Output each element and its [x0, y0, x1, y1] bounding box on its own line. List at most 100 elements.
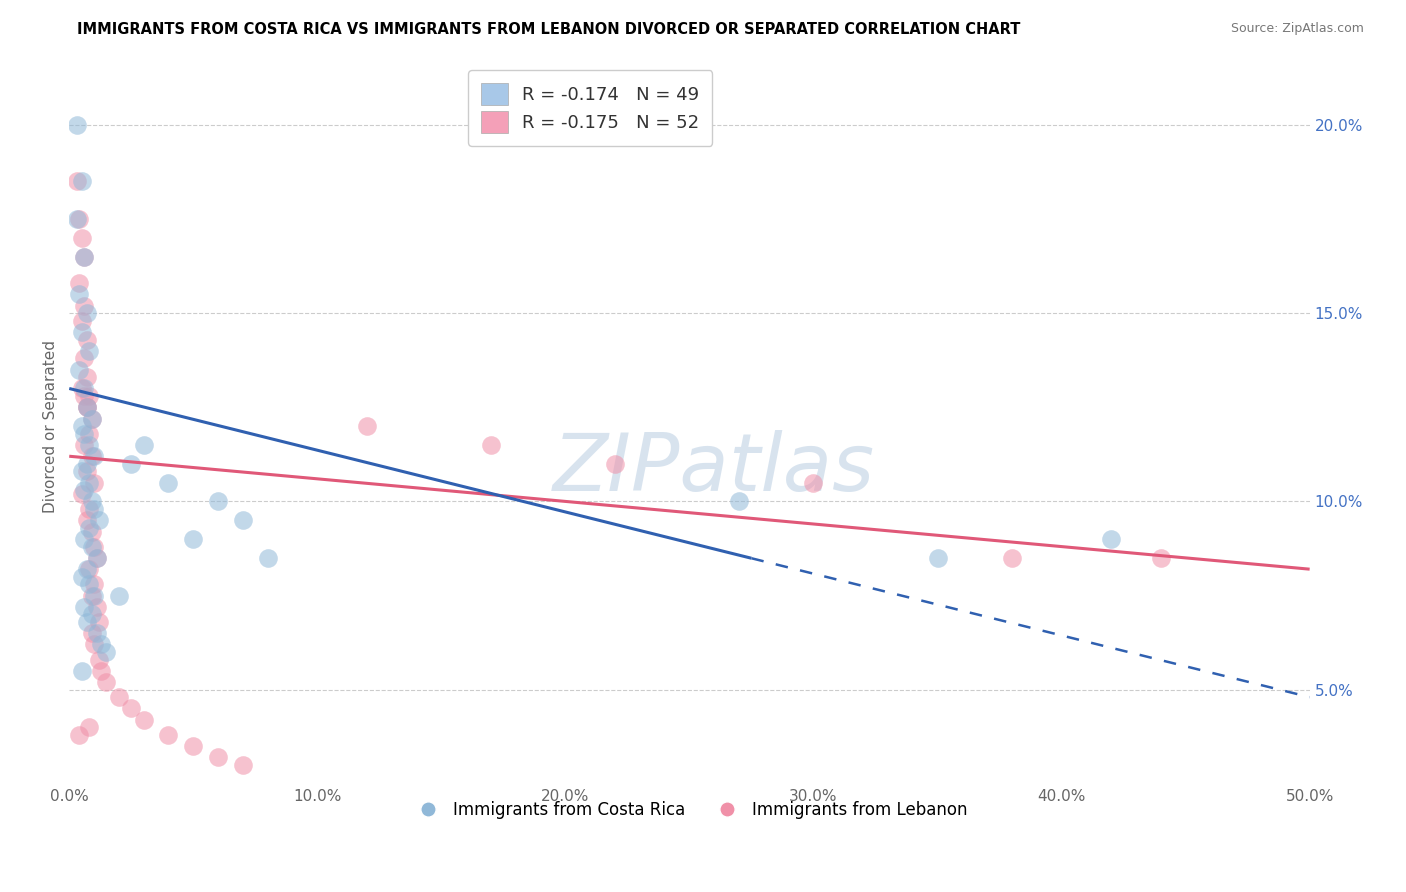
- Point: [80, 524, 103, 539]
- Point: [77, 521, 100, 535]
- Point: [87, 652, 110, 666]
- Point: [132, 438, 155, 452]
- Point: [927, 550, 949, 565]
- Point: [90, 664, 112, 678]
- Point: [73, 532, 96, 546]
- Point: [70, 464, 93, 478]
- Point: [86, 550, 108, 565]
- Point: [76, 370, 98, 384]
- Point: [80, 626, 103, 640]
- Point: [157, 475, 180, 490]
- Point: [77, 438, 100, 452]
- Point: [73, 250, 96, 264]
- Point: [66, 118, 89, 132]
- Point: [80, 449, 103, 463]
- Point: [108, 690, 131, 705]
- Point: [603, 457, 626, 471]
- Point: [73, 389, 96, 403]
- Point: [73, 483, 96, 497]
- Point: [86, 599, 108, 614]
- Point: [181, 739, 204, 753]
- Point: [479, 438, 502, 452]
- Point: [67, 276, 90, 290]
- Text: Source: ZipAtlas.com: Source: ZipAtlas.com: [1230, 22, 1364, 36]
- Point: [73, 299, 96, 313]
- Point: [181, 532, 204, 546]
- Point: [76, 401, 98, 415]
- Point: [207, 494, 229, 508]
- Point: [76, 562, 98, 576]
- Point: [66, 212, 89, 227]
- Point: [356, 419, 378, 434]
- Point: [73, 599, 96, 614]
- Point: [232, 758, 254, 772]
- Point: [77, 475, 100, 490]
- Point: [90, 637, 112, 651]
- Point: [70, 382, 93, 396]
- Point: [803, 475, 825, 490]
- Point: [83, 637, 105, 651]
- Point: [728, 494, 751, 508]
- Point: [77, 502, 100, 516]
- Point: [207, 750, 229, 764]
- Point: [70, 174, 93, 188]
- Point: [76, 615, 98, 629]
- Text: IMMIGRANTS FROM COSTA RICA VS IMMIGRANTS FROM LEBANON DIVORCED OR SEPARATED CORR: IMMIGRANTS FROM COSTA RICA VS IMMIGRANTS…: [77, 22, 1021, 37]
- Point: [66, 174, 89, 188]
- Point: [1150, 550, 1173, 565]
- Point: [73, 382, 96, 396]
- Point: [83, 540, 105, 554]
- Point: [83, 502, 105, 516]
- Point: [77, 577, 100, 591]
- Point: [132, 713, 155, 727]
- Point: [76, 401, 98, 415]
- Point: [80, 607, 103, 622]
- Point: [96, 675, 118, 690]
- Point: [86, 550, 108, 565]
- Point: [67, 362, 90, 376]
- Point: [67, 212, 90, 227]
- Point: [86, 626, 108, 640]
- Point: [70, 487, 93, 501]
- Point: [80, 589, 103, 603]
- Point: [120, 457, 142, 471]
- Point: [80, 540, 103, 554]
- Point: [87, 615, 110, 629]
- Point: [73, 438, 96, 452]
- Point: [77, 343, 100, 358]
- Point: [76, 457, 98, 471]
- Point: [256, 550, 278, 565]
- Point: [232, 513, 254, 527]
- Point: [96, 645, 118, 659]
- Text: ZIPatlas: ZIPatlas: [553, 430, 876, 508]
- Point: [70, 231, 93, 245]
- Y-axis label: Divorced or Separated: Divorced or Separated: [44, 340, 58, 513]
- Point: [67, 728, 90, 742]
- Point: [76, 513, 98, 527]
- Point: [70, 570, 93, 584]
- Point: [80, 411, 103, 425]
- Point: [77, 389, 100, 403]
- Point: [76, 306, 98, 320]
- Point: [108, 589, 131, 603]
- Point: [120, 701, 142, 715]
- Point: [83, 475, 105, 490]
- Point: [67, 287, 90, 301]
- Point: [157, 728, 180, 742]
- Point: [1001, 550, 1024, 565]
- Point: [77, 562, 100, 576]
- Point: [70, 664, 93, 678]
- Point: [83, 589, 105, 603]
- Point: [70, 419, 93, 434]
- Point: [80, 494, 103, 508]
- Point: [73, 351, 96, 366]
- Point: [73, 250, 96, 264]
- Point: [83, 577, 105, 591]
- Point: [77, 720, 100, 734]
- Point: [1099, 532, 1122, 546]
- Point: [70, 314, 93, 328]
- Point: [87, 513, 110, 527]
- Point: [76, 464, 98, 478]
- Legend: Immigrants from Costa Rica, Immigrants from Lebanon: Immigrants from Costa Rica, Immigrants f…: [405, 794, 974, 825]
- Point: [70, 325, 93, 339]
